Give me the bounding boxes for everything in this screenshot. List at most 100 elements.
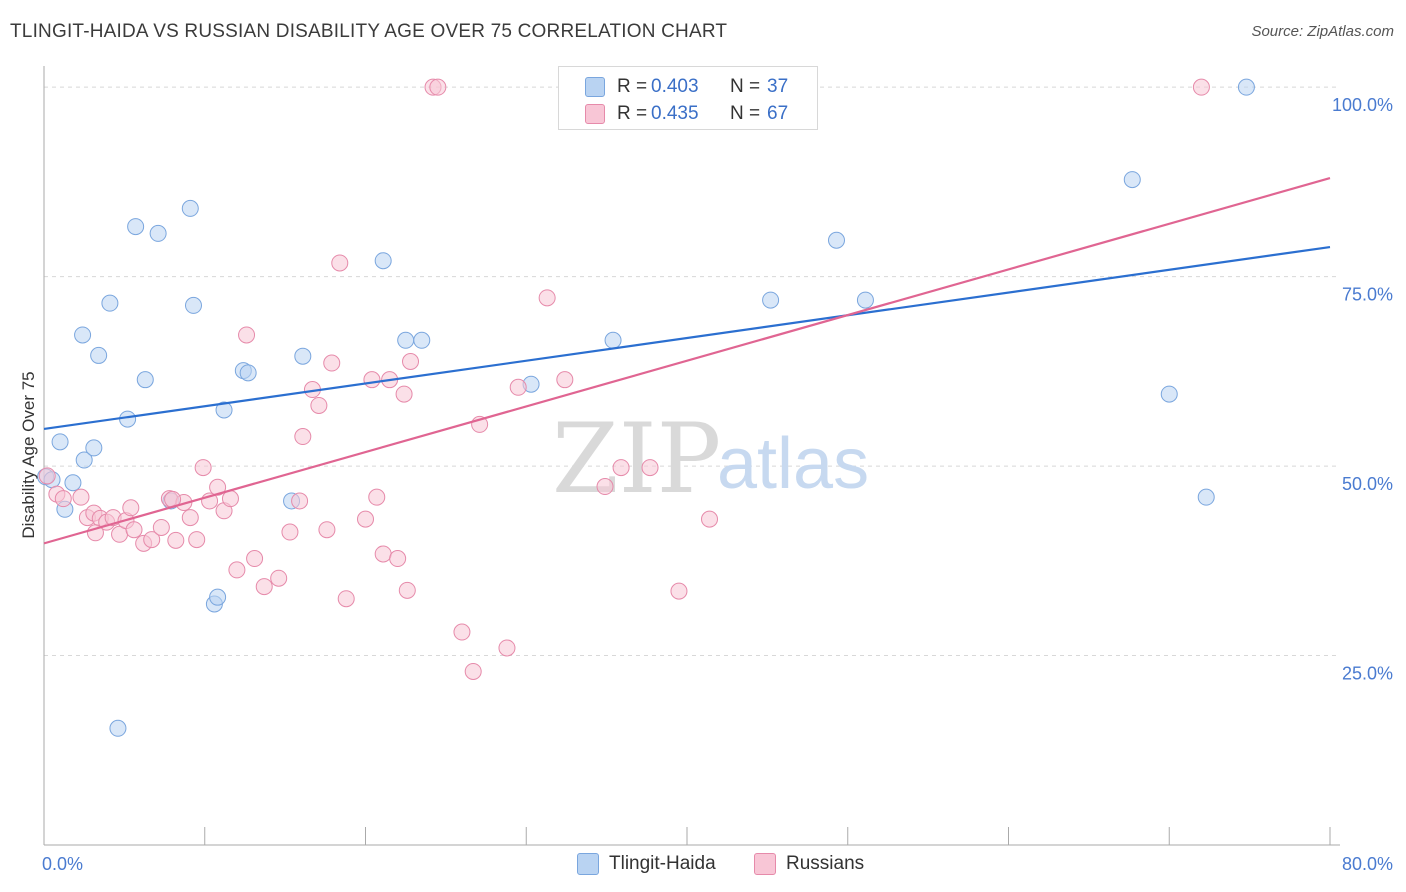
russians-point xyxy=(670,582,688,600)
russians-point xyxy=(323,354,341,372)
legend-n-label: N = xyxy=(730,103,761,124)
russians-point xyxy=(509,378,527,396)
russians-point xyxy=(318,521,336,539)
russians-point xyxy=(194,459,212,477)
russians-trendline xyxy=(43,177,1331,545)
russians-point xyxy=(498,639,516,657)
russians-point xyxy=(556,371,574,389)
legend-swatch-blue xyxy=(577,853,599,875)
tlingit-haida-point xyxy=(604,331,622,349)
russians-point xyxy=(38,467,56,485)
russians-point xyxy=(357,510,374,528)
tlingit-haida-point xyxy=(181,199,199,217)
tlingit-haida-point xyxy=(215,401,233,419)
legend-n-label: N = xyxy=(730,76,761,97)
tlingit-haida-point xyxy=(149,224,167,242)
y-axis-label: Disability Age Over 75 xyxy=(19,371,38,538)
russians-point xyxy=(331,254,349,272)
tlingit-haida-point xyxy=(374,252,392,270)
legend-r-label: R = xyxy=(617,76,648,97)
chart-source: Source: ZipAtlas.com xyxy=(1251,23,1394,40)
y-tick-label: 75.0% xyxy=(1342,285,1393,305)
russians-point xyxy=(167,531,185,549)
russians-point xyxy=(209,478,227,496)
russians-point xyxy=(374,545,392,563)
russians-point xyxy=(238,326,256,344)
russians-point xyxy=(188,531,206,549)
tlingit-haida-point xyxy=(109,719,127,737)
tlingit-haida-point xyxy=(101,294,119,312)
russians-point xyxy=(464,662,482,680)
watermark-atlas: atlas xyxy=(717,424,869,504)
russians-point xyxy=(143,531,161,549)
legend-swatch-pink xyxy=(585,104,605,124)
russians-point xyxy=(54,490,72,508)
russians-point xyxy=(122,499,140,517)
russians-point xyxy=(398,581,416,599)
chart-title: TLINGIT-HAIDA VS RUSSIAN DISABILITY AGE … xyxy=(10,21,728,42)
tlingit-haida-point xyxy=(127,218,145,236)
x-tick-label: 0.0% xyxy=(42,854,83,874)
correlation-legend: R = 0.403 N = 37 R = 0.435 N = 67 xyxy=(558,66,818,130)
russians-point xyxy=(152,518,170,536)
legend-n-value: 67 xyxy=(767,103,789,124)
russians-point xyxy=(701,510,719,528)
tlingit-haida-point xyxy=(64,474,82,492)
tlingit-haida-point xyxy=(1160,385,1178,403)
russians-point xyxy=(612,459,630,477)
y-tick-label: 25.0% xyxy=(1342,664,1393,684)
russians-point xyxy=(596,478,614,496)
tlingit-haida-point xyxy=(1237,78,1255,96)
legend-r-value: 0.435 xyxy=(651,103,699,124)
russians-point xyxy=(363,371,381,389)
russians-point xyxy=(453,623,471,641)
russians-point xyxy=(246,550,264,568)
russians-point xyxy=(389,550,407,568)
tlingit-haida-point xyxy=(1123,171,1141,189)
legend-item-tlingit-haida: Tlingit-Haida xyxy=(577,852,716,876)
tlingit-haida-point xyxy=(762,291,780,309)
russians-point xyxy=(337,590,355,608)
regression-lines xyxy=(43,177,1331,545)
russians-point xyxy=(181,509,199,527)
russians-point xyxy=(294,428,312,446)
watermark-zip: ZIP xyxy=(552,403,721,515)
tlingit-haida-trendline xyxy=(43,245,1331,431)
y-tick-label: 50.0% xyxy=(1342,474,1393,494)
tlingit-haida-point xyxy=(90,346,108,364)
russians-point xyxy=(125,521,143,539)
russians-point xyxy=(402,352,420,370)
legend-label: Tlingit-Haida xyxy=(609,853,716,874)
tlingit-haida-point xyxy=(136,371,154,389)
tlingit-haida-point xyxy=(1197,488,1215,506)
tick-labels: 25.0% 50.0% 75.0% 100.0% 0.0% 80.0% xyxy=(42,95,1393,874)
tlingit-haida-point xyxy=(85,439,103,457)
russians-point xyxy=(1192,78,1210,96)
tlingit-haida-point xyxy=(827,231,845,249)
tlingit-haida-point xyxy=(51,433,69,451)
russians-point xyxy=(228,561,246,579)
russians-point xyxy=(281,523,299,541)
tlingit-haida-point xyxy=(856,291,874,309)
russians-point xyxy=(270,569,288,587)
legend-r-value: 0.403 xyxy=(651,76,699,97)
tlingit-haida-point xyxy=(413,331,431,349)
tlingit-haida-point xyxy=(397,331,415,349)
tlingit-haida-point xyxy=(294,347,312,365)
axes xyxy=(43,66,1340,846)
tlingit-haida-point xyxy=(184,296,202,314)
watermark: ZIP atlas xyxy=(552,403,869,515)
tlingit-haida-point xyxy=(239,364,257,382)
legend-item-russians: Russians xyxy=(754,852,864,876)
tlingit-haida-point xyxy=(75,451,93,469)
russians-point xyxy=(429,78,447,96)
legend-swatch-blue xyxy=(585,77,605,97)
russians-point xyxy=(291,492,309,510)
tlingit-haida-point xyxy=(209,588,227,606)
russians-point xyxy=(72,488,90,506)
russians-point xyxy=(368,488,386,506)
tlingit-haida-point xyxy=(119,410,137,428)
legend-label: Russians xyxy=(786,853,865,874)
russians-point xyxy=(310,396,328,414)
